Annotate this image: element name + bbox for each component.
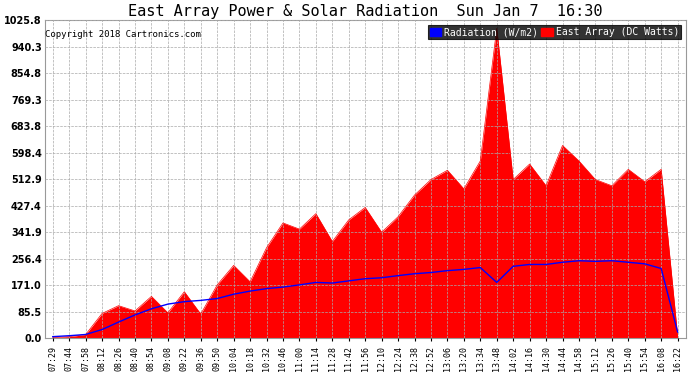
Legend: Radiation (W/m2), East Array (DC Watts): Radiation (W/m2), East Array (DC Watts) (428, 25, 681, 39)
Text: Copyright 2018 Cartronics.com: Copyright 2018 Cartronics.com (46, 30, 201, 39)
Title: East Array Power & Solar Radiation  Sun Jan 7  16:30: East Array Power & Solar Radiation Sun J… (128, 4, 602, 19)
